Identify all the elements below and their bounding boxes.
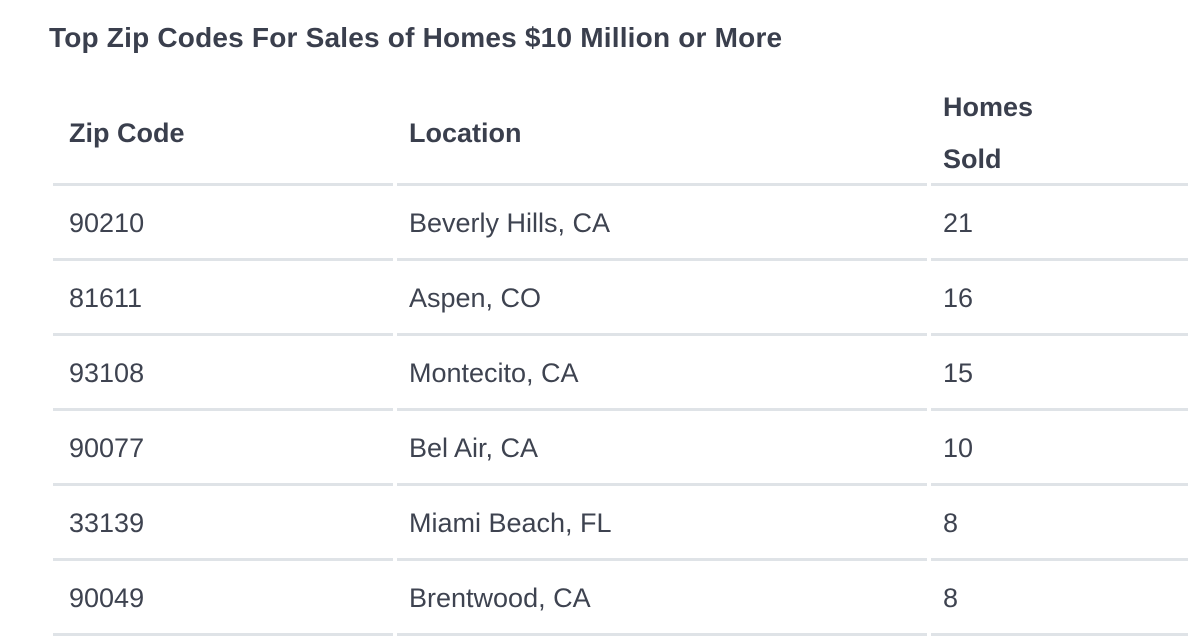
cell-location: Bel Air, CA xyxy=(397,411,927,486)
cell-location: Brentwood, CA xyxy=(397,561,927,636)
header-homes-sold-line2: Sold xyxy=(943,144,1002,174)
cell-homes-sold: 8 xyxy=(931,486,1188,561)
cell-location: Miami Beach, FL xyxy=(397,486,927,561)
header-homes-sold-line1: Homes xyxy=(943,92,1034,122)
table-row: 33139 Miami Beach, FL 8 xyxy=(53,486,1188,561)
cell-location: Aspen, CO xyxy=(397,261,927,336)
cell-zip: 90077 xyxy=(53,411,393,486)
table-row: 90210 Beverly Hills, CA 21 xyxy=(53,186,1188,261)
table-row: 81611 Aspen, CO 16 xyxy=(53,261,1188,336)
cell-zip: 90049 xyxy=(53,561,393,636)
header-location: Location xyxy=(397,80,927,186)
zip-codes-table: Zip Code Location Homes Sold 90210 Bever… xyxy=(53,80,1188,636)
table-row: 90049 Brentwood, CA 8 xyxy=(53,561,1188,636)
header-zip-code: Zip Code xyxy=(53,80,393,186)
cell-homes-sold: 10 xyxy=(931,411,1188,486)
cell-zip: 81611 xyxy=(53,261,393,336)
cell-location: Beverly Hills, CA xyxy=(397,186,927,261)
cell-location: Montecito, CA xyxy=(397,336,927,411)
cell-homes-sold: 8 xyxy=(931,561,1188,636)
cell-homes-sold: 21 xyxy=(931,186,1188,261)
table-header-row: Zip Code Location Homes Sold xyxy=(53,80,1188,186)
cell-homes-sold: 15 xyxy=(931,336,1188,411)
cell-homes-sold: 16 xyxy=(931,261,1188,336)
table-title: Top Zip Codes For Sales of Homes $10 Mil… xyxy=(49,22,783,53)
table-row: 93108 Montecito, CA 15 xyxy=(53,336,1188,411)
table-row: 90077 Bel Air, CA 10 xyxy=(53,411,1188,486)
header-homes-sold: Homes Sold xyxy=(931,80,1188,186)
cell-zip: 93108 xyxy=(53,336,393,411)
cell-zip: 90210 xyxy=(53,186,393,261)
cell-zip: 33139 xyxy=(53,486,393,561)
